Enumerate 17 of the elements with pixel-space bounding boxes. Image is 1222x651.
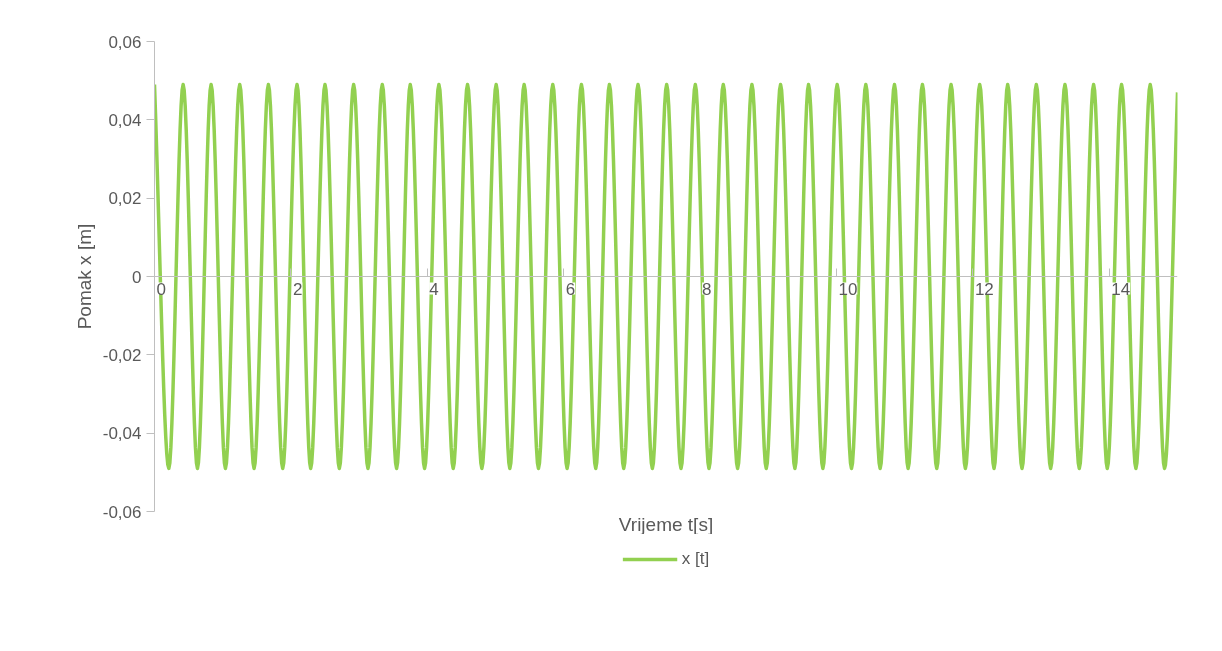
x-tick-label: 2 <box>292 279 303 299</box>
x-axis-title: Vrijeme t[s] <box>618 513 714 535</box>
x-tick-label: 14 <box>1111 279 1131 299</box>
y-tick-label: -0,06 <box>102 502 142 522</box>
x-tick-label: 4 <box>429 279 439 299</box>
x-tick-label: 8 <box>702 279 712 299</box>
x-tick-label: 12 <box>974 279 994 299</box>
y-tick-label: 0,04 <box>108 110 142 130</box>
y-tick-label: -0,04 <box>102 424 142 444</box>
y-tick-label: 0,06 <box>108 32 142 52</box>
x-tick-label: 6 <box>565 279 576 299</box>
legend-label: x [t] <box>681 549 710 569</box>
y-axis-title: Pomak x [m] <box>73 223 95 330</box>
x-tick-label: 0 <box>156 279 166 299</box>
y-tick-label: -0,02 <box>102 345 142 365</box>
x-tick-label: 10 <box>838 279 858 299</box>
y-tick-label: 0,02 <box>108 189 142 209</box>
